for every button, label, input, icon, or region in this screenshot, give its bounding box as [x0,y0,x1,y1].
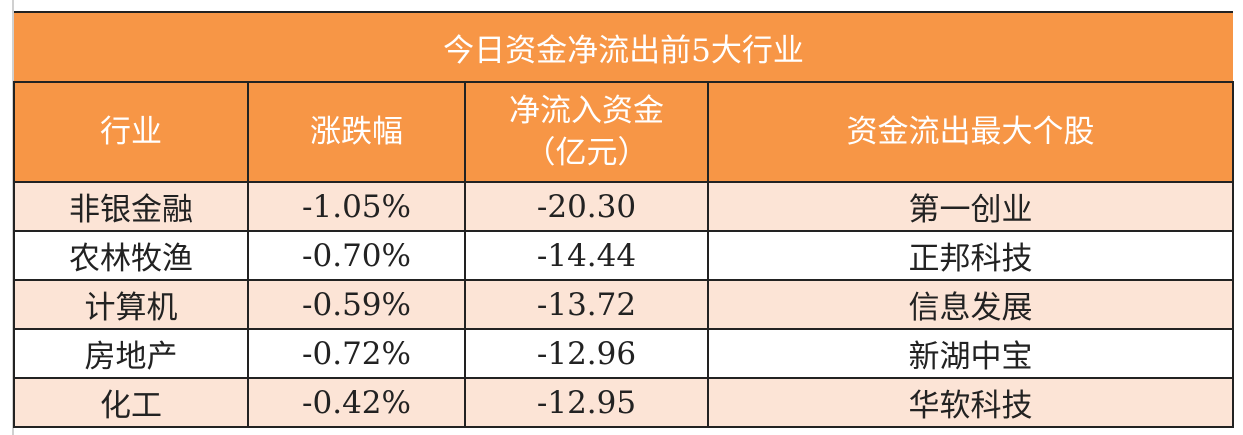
top-stock-cell: 正邦科技 [706,230,1235,281]
top-stock-cell: 华软科技 [706,377,1235,428]
change-cell: -1.05% [247,181,466,232]
top-stock-cell: 第一创业 [706,181,1235,232]
net-inflow-cell: -14.44 [464,230,709,281]
header-net-inflow-label: 净流入资金 [509,93,664,129]
industry-cell: 化工 [13,377,249,428]
top-stock-cell: 信息发展 [706,279,1235,330]
industry-cell: 计算机 [13,279,249,330]
industry-cell: 农林牧渔 [13,230,249,281]
left-gridline [12,0,14,435]
net-inflow-cell: -13.72 [464,279,709,330]
change-cell: -0.70% [247,230,466,281]
table-row: 房地产 -0.72% -12.96 新湖中宝 [13,328,1235,379]
table-row: 农林牧渔 -0.70% -14.44 正邦科技 [13,230,1235,281]
net-inflow-cell: -20.30 [464,181,709,232]
industry-cell: 非银金融 [13,181,249,232]
table-row: 计算机 -0.59% -13.72 信息发展 [13,279,1235,330]
table-row: 化工 -0.42% -12.95 华软科技 [13,377,1235,428]
net-inflow-cell: -12.96 [464,328,709,379]
title-row: 今日资金净流出前5大行业 [14,11,1234,83]
table-title: 今日资金净流出前5大行业 [14,11,1234,83]
change-cell: -0.59% [247,279,466,330]
industry-cell: 房地产 [13,328,249,379]
change-cell: -0.72% [247,328,466,379]
header-net-inflow: 净流入资金 （亿元） [464,81,709,183]
header-change: 涨跌幅 [247,81,466,183]
header-top-stock: 资金流出最大个股 [706,81,1235,183]
top-stock-cell: 新湖中宝 [706,328,1235,379]
change-cell: -0.42% [247,377,466,428]
header-industry: 行业 [13,81,249,183]
table-row: 非银金融 -1.05% -20.30 第一创业 [13,181,1235,232]
outflow-table: 今日资金净流出前5大行业 行业 涨跌幅 净流入资金 （亿元） 资金流出最大个股 非… [13,11,1235,428]
header-net-inflow-unit: （亿元） [524,135,649,171]
header-row: 行业 涨跌幅 净流入资金 （亿元） 资金流出最大个股 [13,81,1235,183]
net-inflow-cell: -12.95 [464,377,709,428]
